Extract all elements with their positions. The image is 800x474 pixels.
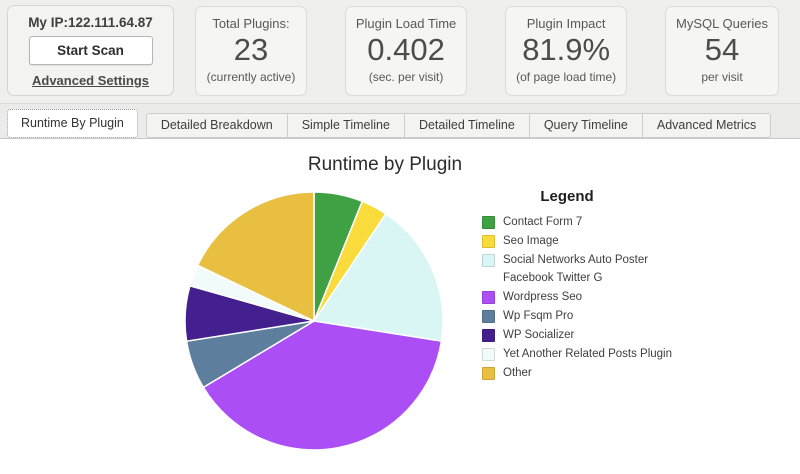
legend-item-yet-another-related-posts-plugin: Yet Another Related Posts Plugin (482, 348, 672, 361)
legend-swatch (482, 235, 495, 248)
runtime-pie-chart (184, 191, 444, 451)
legend-swatch (482, 367, 495, 380)
stat-value: 54 (704, 32, 740, 67)
tab-detailed-timeline[interactable]: Detailed Timeline (403, 114, 529, 137)
stat-title: Total Plugins: (212, 16, 290, 31)
legend-label: Seo Image (503, 235, 559, 247)
legend-swatch (482, 291, 495, 304)
stat-value: 81.9% (522, 32, 611, 67)
chart-title: Runtime by Plugin (307, 154, 463, 175)
tab-detailed-breakdown[interactable]: Detailed Breakdown (160, 118, 273, 132)
pie-slice-other[interactable] (196, 191, 315, 322)
legend-label: Wordpress Seo (503, 291, 583, 303)
summary-bar: My IP:122.111.64.87 Start Scan Advanced … (0, 0, 800, 104)
stat-subtitle: (currently active) (206, 70, 296, 84)
stat-title: MySQL Queries (676, 16, 768, 31)
legend-swatch (482, 348, 495, 361)
legend-label: Other (503, 367, 532, 379)
stat-card-total-plugins: Total Plugins: 23 (currently active) (195, 6, 307, 96)
legend-label: Contact Form 7 (503, 216, 583, 228)
legend-item-social-networks-auto-poster-facebook-twitter-g: Social Networks Auto Poster Facebook Twit… (482, 254, 652, 285)
chart-legend: Legend Contact Form 7 Seo Image Social Net… (482, 188, 672, 386)
legend-label: WP Socializer (503, 329, 575, 341)
tab-simple-timeline[interactable]: Simple Timeline (286, 114, 404, 137)
stat-card-plugin-impact: Plugin Impact 81.9% (of page load time) (505, 6, 628, 96)
stat-title: Plugin Impact (526, 16, 606, 31)
stat-title: Plugin Load Time (355, 16, 457, 31)
legend-label: Yet Another Related Posts Plugin (503, 348, 672, 360)
legend-swatch (482, 310, 495, 323)
legend-item-seo-image: Seo Image (482, 235, 652, 248)
scan-control-card: My IP:122.111.64.87 Start Scan Advanced … (7, 5, 174, 96)
tab-runtime-by-plugin[interactable]: Runtime By Plugin (7, 109, 138, 138)
stat-subtitle: (of page load time) (516, 70, 617, 84)
stat-subtitle: (sec. per visit) (368, 70, 444, 84)
tab-bar: Runtime By Plugin Detailed Breakdown Simpl… (0, 104, 800, 139)
tab-query-timeline[interactable]: Query Timeline (528, 114, 642, 137)
legend-item-contact-form-7: Contact Form 7 (482, 216, 652, 229)
stat-card-mysql-queries: MySQL Queries 54 per visit (665, 6, 779, 96)
legend-title: Legend (540, 188, 594, 205)
stat-cards: Total Plugins: 23 (currently active) Plugin… (195, 6, 779, 96)
legend-label: Social Networks Auto Poster Facebook Twit… (503, 254, 649, 284)
legend-items: Contact Form 7 Seo Image Social Networks A… (482, 216, 672, 380)
legend-item-other: Other (482, 367, 652, 380)
tab-group: Detailed Breakdown Simple Timeline Detaile… (145, 113, 772, 138)
stat-subtitle: per visit (701, 70, 743, 84)
chart-panel: Runtime by Plugin Legend Contact Form 7 S… (0, 139, 800, 474)
stat-value: 0.402 (367, 32, 445, 67)
my-ip-label: My IP:122.111.64.87 (28, 15, 153, 30)
pie-slice-wordpress-seo[interactable] (202, 320, 443, 451)
legend-item-wp-fsqm-pro: Wp Fsqm Pro (482, 310, 652, 323)
advanced-settings-link[interactable]: Advanced Settings (31, 73, 150, 88)
pie-slice-social-networks-auto-poster-facebook-twitter-g[interactable] (313, 213, 444, 342)
legend-label: Wp Fsqm Pro (503, 310, 574, 322)
start-scan-button[interactable]: Start Scan (28, 36, 153, 65)
legend-item-wordpress-seo: Wordpress Seo (482, 291, 652, 304)
legend-swatch (482, 216, 495, 229)
legend-swatch (482, 254, 495, 267)
stat-value: 23 (233, 32, 269, 67)
tab-advanced-metrics[interactable]: Advanced Metrics (641, 114, 770, 137)
stat-card-plugin-load-time: Plugin Load Time 0.402 (sec. per visit) (344, 6, 468, 96)
legend-item-wp-socializer: WP Socializer (482, 329, 652, 342)
legend-swatch (482, 329, 495, 342)
